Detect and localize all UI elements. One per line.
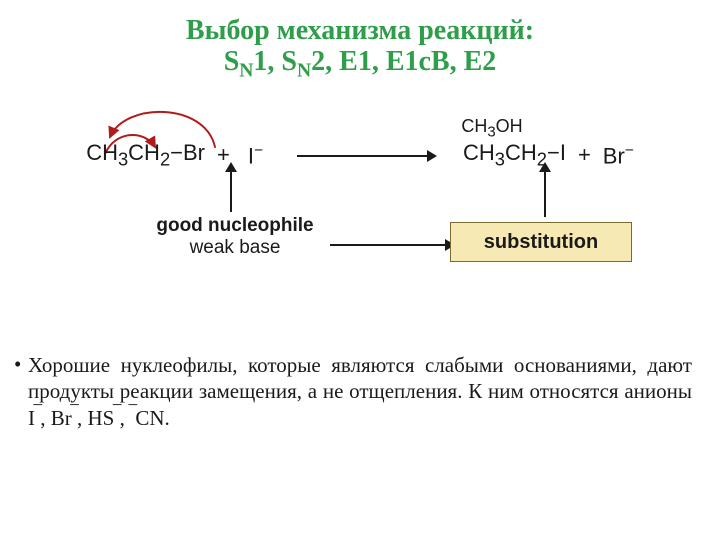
title-line-2: SN1, SN2, E1, E1cB, E2 — [0, 47, 720, 82]
nucleophile-label-plain: weak base — [135, 237, 335, 259]
substitution-box-label: substitution — [484, 231, 598, 254]
reactant-2: I− — [248, 142, 263, 169]
title-line-1: Выбор механизма реакций: — [0, 16, 720, 47]
title-block: Выбор механизма реакций: SN1, SN2, E1, E… — [0, 16, 720, 82]
reaction-arrow-label: CH3OH — [427, 116, 557, 141]
bullet-icon: • — [14, 352, 21, 377]
slide: Выбор механизма реакций: SN1, SN2, E1, E… — [0, 0, 720, 540]
reaction-diagram: CH3CH2−Br + I− CH3OH CH3CH2−I + Br− good… — [20, 110, 700, 320]
reaction-equation: CH3CH2−Br + I− CH3OH CH3CH2−I + Br− — [20, 140, 700, 170]
nucleophile-label-bold: good nucleophile — [135, 215, 335, 237]
reaction-arrow — [297, 155, 427, 157]
reaction-arrow-wrap: CH3OH — [297, 142, 427, 168]
plus-sign-2: + — [578, 142, 591, 168]
substitution-pointer-h-arrow — [330, 244, 445, 246]
nucleophile-label: good nucleophile weak base — [135, 215, 335, 259]
substitution-box: substitution — [450, 222, 632, 262]
substitution-pointer-v-arrow — [544, 172, 546, 217]
nucleophile-pointer-arrow — [230, 172, 232, 212]
reactant-1: CH3CH2−Br — [86, 140, 205, 170]
body-paragraph: Хорошие нуклеофилы, которые являются сла… — [28, 352, 692, 431]
product-2: Br− — [603, 142, 634, 169]
